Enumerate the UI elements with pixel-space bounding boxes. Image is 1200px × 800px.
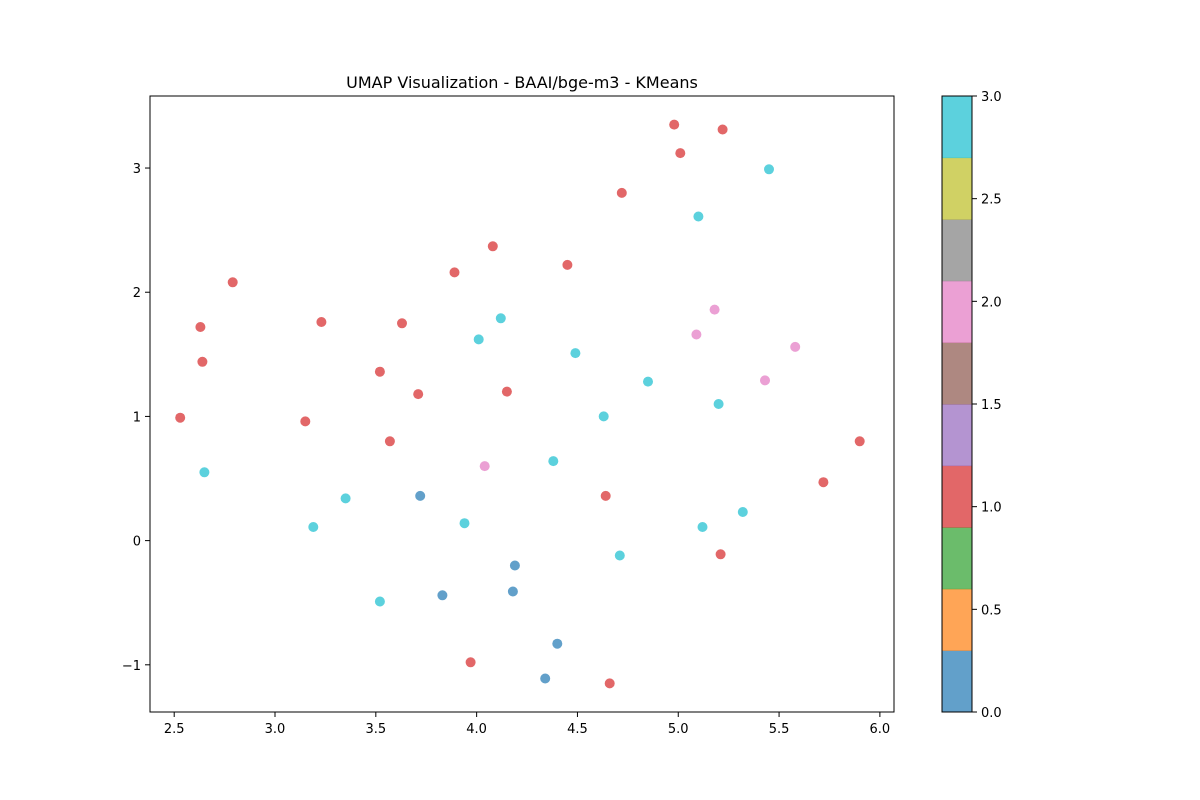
colorbar-segment — [942, 465, 972, 528]
scatter-point — [397, 318, 407, 329]
scatter-point — [760, 375, 770, 386]
scatter-point — [175, 412, 186, 423]
scatter-point — [600, 490, 611, 501]
chart-title: UMAP Visualization - BAAI/bge-m3 - KMean… — [346, 73, 698, 92]
scatter-point — [693, 211, 704, 222]
colorbar-tick-label: 2.5 — [981, 193, 1002, 208]
colorbar-segments — [942, 96, 972, 713]
scatter-point — [616, 187, 627, 198]
scatter-point — [669, 119, 680, 130]
x-tick-label: 2.5 — [164, 722, 185, 737]
scatter-point — [717, 124, 728, 135]
x-tick-label: 4.5 — [567, 722, 588, 737]
x-tick-label: 3.5 — [365, 722, 386, 737]
y-axis: −1 0 1 2 3 — [122, 162, 150, 674]
scatter-point — [562, 259, 573, 270]
scatter-point — [459, 518, 470, 529]
colorbar-segment — [942, 342, 972, 405]
scatter-point — [479, 461, 490, 472]
scatter-point — [437, 590, 448, 601]
scatter-point — [604, 678, 615, 689]
scatter-point — [308, 522, 319, 532]
scatter-point — [713, 399, 724, 409]
scatter-point — [675, 148, 686, 159]
scatter-point — [854, 436, 865, 447]
scatter-point — [384, 436, 395, 447]
scatter-point — [764, 164, 774, 175]
x-tick-label: 5.0 — [668, 722, 689, 737]
colorbar-segment — [942, 280, 972, 343]
scatter-point — [570, 348, 581, 359]
colorbar-tick-label: 0.5 — [981, 603, 1002, 618]
x-tick-label: 3.0 — [265, 722, 286, 737]
colorbar-segment — [942, 650, 972, 713]
scatter-point — [340, 493, 351, 504]
scatter-point — [413, 389, 424, 400]
colorbar-tick-label: 1.0 — [981, 501, 1002, 516]
colorbar-segment — [942, 404, 972, 467]
scatter-point — [415, 490, 426, 501]
colorbar-ticks: 0.0 0.5 1.0 1.5 2.0 2.5 3.0 — [972, 90, 1002, 721]
scatter-point — [374, 366, 385, 377]
colorbar-segment — [942, 157, 972, 220]
y-tick-label: 0 — [133, 535, 141, 550]
colorbar-segment — [942, 96, 972, 159]
scatter-point — [300, 416, 311, 427]
scatter-point — [548, 456, 559, 467]
scatter-point — [691, 329, 702, 340]
colorbar-segment — [942, 527, 972, 590]
colorbar-tick-label: 2.0 — [981, 295, 1002, 310]
scatter-point — [540, 673, 551, 684]
plot-frame — [149, 95, 895, 713]
colorbar-segment — [942, 588, 972, 651]
scatter-point — [316, 317, 327, 327]
scatter-point — [709, 304, 720, 315]
scatter-point — [501, 386, 512, 397]
y-tick-label: 2 — [133, 286, 141, 301]
colorbar-tick-label: 3.0 — [981, 90, 1002, 105]
points-layer — [175, 119, 865, 689]
scatter-point — [449, 267, 460, 278]
colorbar-segment — [942, 219, 972, 282]
scatter-point — [818, 477, 829, 488]
scatter-point — [374, 596, 385, 607]
scatter-point — [465, 657, 476, 668]
x-tick-label: 6.0 — [870, 722, 891, 737]
scatter-point — [552, 638, 563, 649]
scatter-point — [487, 241, 498, 252]
colorbar-tick-label: 1.5 — [981, 398, 1002, 413]
y-tick-label: −1 — [122, 659, 141, 674]
scatter-point — [199, 467, 210, 478]
scatter-point — [509, 560, 520, 571]
scatter-point — [507, 586, 518, 597]
y-tick-label: 1 — [133, 410, 141, 425]
colorbar: 0.0 0.5 1.0 1.5 2.0 2.5 3.0 — [941, 90, 1002, 721]
scatter-point — [697, 522, 708, 532]
plot-area — [149, 95, 895, 713]
scatter-point — [195, 322, 206, 332]
x-tick-label: 4.0 — [466, 722, 487, 737]
scatter-point — [473, 334, 484, 345]
scatter-point — [790, 341, 801, 352]
colorbar-tick-label: 0.0 — [981, 706, 1002, 721]
x-tick-label: 5.5 — [769, 722, 790, 737]
y-tick-label: 3 — [133, 162, 141, 177]
scatter-point — [227, 277, 238, 288]
scatter-point — [614, 550, 625, 561]
scatter-point — [598, 411, 609, 422]
scatter-point — [643, 376, 653, 387]
x-axis: 2.5 3.0 3.5 4.0 4.5 5.0 5.5 6.0 — [164, 712, 890, 737]
scatter-point — [495, 313, 506, 324]
scatter-point — [197, 356, 208, 367]
scatter-point — [737, 507, 748, 517]
scatter-point — [715, 549, 726, 560]
plot-background — [150, 96, 894, 712]
